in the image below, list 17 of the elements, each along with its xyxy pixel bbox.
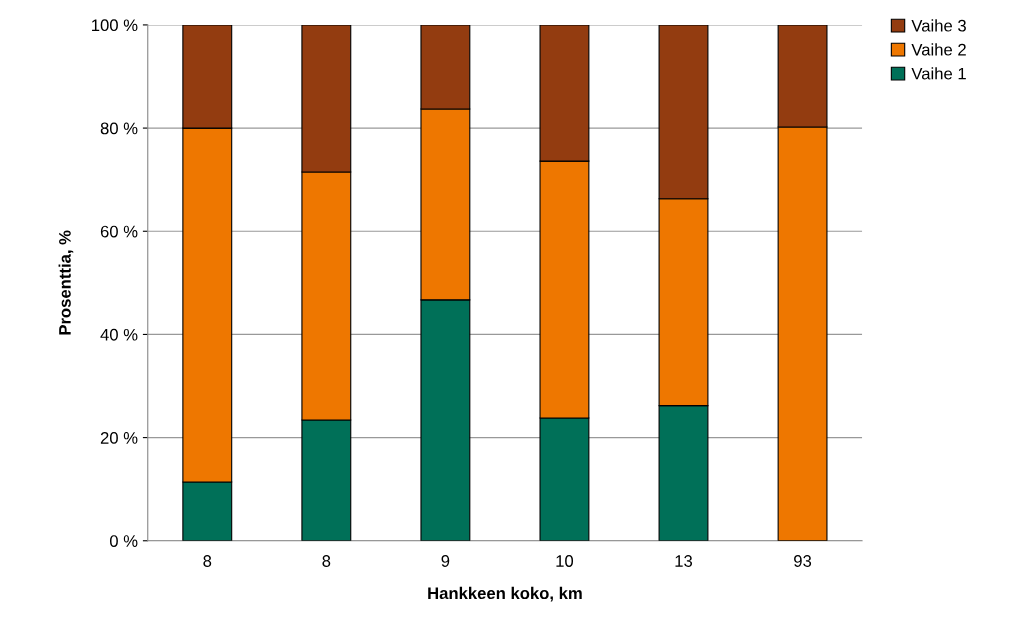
- x-tick-label: 13: [675, 555, 693, 567]
- y-tick-label: 40 %: [100, 328, 138, 341]
- x-axis-title: Hankkeen koko, km: [428, 586, 582, 602]
- x-tick-label: 10: [556, 555, 574, 567]
- y-tick-label: 0 %: [109, 535, 138, 547]
- y-tick-label: 100 %: [92, 19, 138, 32]
- x-tick-label: 8: [203, 555, 212, 567]
- y-tick-label: 20 %: [100, 432, 138, 444]
- y-axis-title: Prosenttia, %: [58, 230, 74, 335]
- legend-label: Vaihe 3: [911, 19, 966, 32]
- x-tick-label: 93: [794, 555, 812, 567]
- y-tick-label: 60 %: [100, 225, 138, 238]
- legend-label: Vaihe 1: [911, 67, 966, 80]
- x-tick-label: 9: [441, 555, 450, 567]
- x-tick-label: 8: [322, 555, 331, 567]
- y-tick-label: 80 %: [100, 122, 138, 135]
- legend-label: Vaihe 2: [911, 43, 966, 56]
